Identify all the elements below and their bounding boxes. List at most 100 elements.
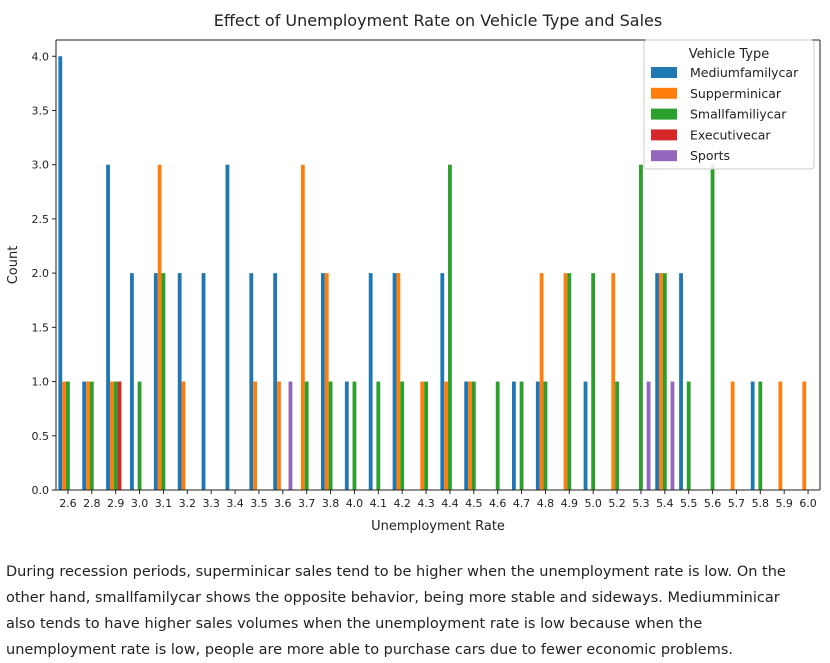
y-tick-label: 2.0 <box>32 267 50 280</box>
x-tick-label: 5.9 <box>775 497 793 510</box>
bar-mediumfamilycar-3-2 <box>177 273 182 490</box>
x-tick-label: 4.8 <box>537 497 555 510</box>
bar-smallfamiliycar-4-5 <box>471 381 476 490</box>
y-tick-label: 3.0 <box>32 159 50 172</box>
legend-label-sports: Sports <box>690 148 730 163</box>
bar-mediumfamilycar-3-3 <box>201 273 206 490</box>
bar-mediumfamilycar-2-9 <box>106 164 110 490</box>
x-tick-label: 5.8 <box>752 497 770 510</box>
x-tick-label: 3.5 <box>250 497 268 510</box>
bar-supperminicar-4-2 <box>396 273 401 490</box>
legend-frame <box>643 39 815 170</box>
legend-label-smallfamiliycar: Smallfamiliycar <box>690 107 787 122</box>
x-tick-label: 4.3 <box>417 497 435 510</box>
bar-smallfamiliycar-5-8 <box>758 381 763 490</box>
bar-supperminicar-3-6 <box>277 381 281 490</box>
bar-supperminicar-4-8 <box>539 273 544 490</box>
bar-supperminicar-4-3 <box>420 381 425 490</box>
bar-chart: Effect of Unemployment Rate on Vehicle T… <box>6 11 821 534</box>
bar-smallfamiliycar-4-6 <box>495 381 500 490</box>
bar-mediumfamilycar-3-0 <box>130 273 134 490</box>
bar-smallfamiliycar-5-0 <box>591 273 596 490</box>
bar-mediumfamilycar-2-6 <box>58 56 63 490</box>
bar-executivecar-2-9 <box>117 381 122 490</box>
bar-mediumfamilycar-3-4 <box>225 164 230 490</box>
bar-mediumfamilycar-3-6 <box>273 273 278 490</box>
bar-mediumfamilycar-4-8 <box>535 381 540 490</box>
legend-label-supperminicar: Supperminicar <box>690 86 782 101</box>
x-tick-label: 5.2 <box>608 497 626 510</box>
legend-swatch-mediumfamilycar <box>651 67 677 78</box>
x-tick-label: 5.0 <box>584 497 602 510</box>
x-tick-label: 4.5 <box>465 497 483 510</box>
x-tick-label: 3.3 <box>202 497 220 510</box>
x-tick-label: 2.6 <box>59 497 77 510</box>
legend: Vehicle Type Mediumfamilycar Supperminica… <box>643 39 815 170</box>
bar-smallfamiliycar-4-7 <box>519 381 524 490</box>
x-tick-label: 4.4 <box>441 497 459 510</box>
bar-smallfamiliycar-4-8 <box>543 381 548 490</box>
bar-smallfamiliycar-5-5 <box>686 381 691 490</box>
caption-text: During recession periods, superminicar s… <box>6 564 786 658</box>
bar-supperminicar-5-9 <box>778 381 783 490</box>
bar-mediumfamilycar-4-0 <box>344 381 349 490</box>
x-tick-label: 2.9 <box>107 497 125 510</box>
bar-smallfamiliycar-4-1 <box>376 381 381 490</box>
bar-smallfamiliycar-3-1 <box>161 273 166 490</box>
bar-sports-3-6 <box>288 381 293 490</box>
legend-swatch-executivecar <box>651 129 677 141</box>
x-tick-label: 5.7 <box>728 497 746 510</box>
x-tick-label: 5.5 <box>680 497 698 510</box>
legend-label-mediumfamilycar: Mediumfamilycar <box>690 65 799 80</box>
bar-supperminicar-2-9 <box>109 381 114 490</box>
bar-supperminicar-3-7 <box>300 164 305 490</box>
bar-mediumfamilycar-5-8 <box>750 381 755 490</box>
bar-supperminicar-4-4 <box>444 381 449 490</box>
bar-smallfamiliycar-5-2 <box>615 381 619 490</box>
y-tick-label: 3.5 <box>32 104 50 117</box>
bar-mediumfamilycar-2-8 <box>82 381 87 490</box>
bar-supperminicar-5-7 <box>730 381 735 490</box>
x-tick-label: 6.0 <box>799 497 817 510</box>
bar-smallfamiliycar-5-6 <box>710 164 715 490</box>
y-axis-label: Count <box>6 246 21 285</box>
bar-mediumfamilycar-5-0 <box>583 381 588 490</box>
bar-sports-5-4 <box>670 381 675 490</box>
x-tick-label: 3.0 <box>131 497 149 510</box>
bar-supperminicar-4-5 <box>468 381 472 490</box>
y-tick-label: 0.0 <box>32 484 50 497</box>
bar-mediumfamilycar-4-7 <box>512 381 516 490</box>
bar-smallfamiliycar-3-7 <box>304 381 309 490</box>
y-tick-label: 2.5 <box>32 213 50 226</box>
y-tick-label: 1.0 <box>32 376 50 389</box>
bar-smallfamiliycar-2-9 <box>113 381 118 490</box>
legend-swatch-smallfamiliycar <box>651 108 677 120</box>
bar-smallfamiliycar-3-0 <box>137 381 142 490</box>
x-axis-label: Unemployment Rate <box>371 519 505 534</box>
bar-supperminicar-6-0 <box>802 381 807 490</box>
bar-mediumfamilycar-3-5 <box>249 273 254 490</box>
x-tick-label: 4.7 <box>513 497 531 510</box>
x-tick-label: 5.3 <box>632 497 650 510</box>
legend-swatch-supperminicar <box>651 87 677 99</box>
x-tick-label: 3.7 <box>298 497 316 510</box>
bar-smallfamiliycar-4-4 <box>448 164 452 490</box>
y-tick-label: 1.5 <box>32 321 50 334</box>
bar-supperminicar-2-8 <box>86 381 90 490</box>
bar-mediumfamilycar-3-8 <box>321 273 325 490</box>
bar-smallfamiliycar-2-6 <box>66 381 70 490</box>
bar-smallfamiliycar-4-9 <box>567 273 572 490</box>
legend-swatch-sports <box>651 150 677 162</box>
x-axis: 2.6 2.8 2.9 3.0 3.1 3.2 3.3 3.4 3.5 3.6 3.7 3.8 4.0 4… <box>59 490 817 510</box>
x-tick-label: 4.0 <box>346 497 364 510</box>
x-tick-label: 3.8 <box>322 497 340 510</box>
x-tick-label: 2.8 <box>83 497 101 510</box>
bar-mediumfamilycar-5-4 <box>655 273 660 490</box>
bar-supperminicar-3-5 <box>253 381 258 490</box>
bar-supperminicar-4-9 <box>563 273 568 490</box>
x-tick-label: 4.6 <box>489 497 507 510</box>
bar-supperminicar-5-4 <box>659 273 663 490</box>
x-tick-label: 5.4 <box>656 497 674 510</box>
bar-supperminicar-5-2 <box>611 273 616 490</box>
bar-mediumfamilycar-5-5 <box>679 273 683 490</box>
